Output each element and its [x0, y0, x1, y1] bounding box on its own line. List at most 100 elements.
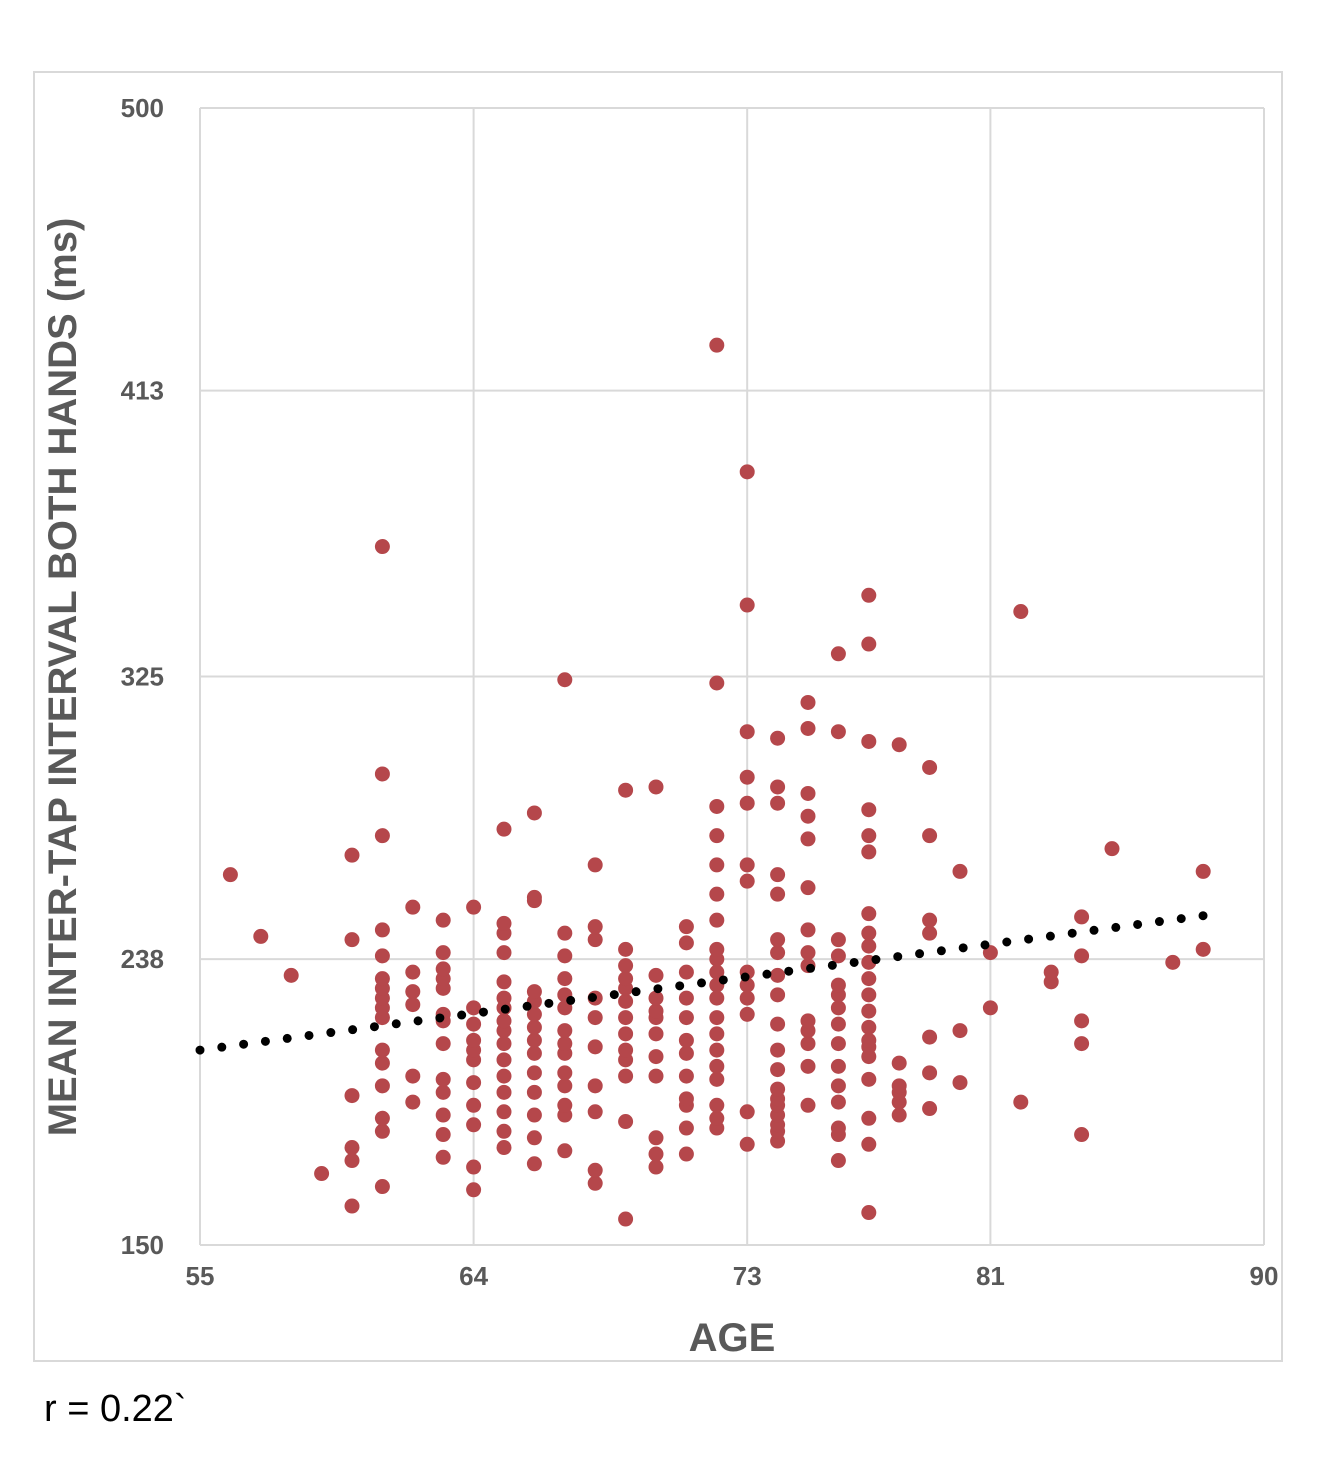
data-point: [739, 1104, 755, 1120]
data-point: [435, 1127, 451, 1143]
data-point: [557, 1065, 573, 1081]
data-point: [435, 912, 451, 928]
data-point: [648, 1068, 664, 1084]
data-point: [739, 873, 755, 889]
data-point: [678, 1146, 694, 1162]
data-point: [526, 1156, 542, 1172]
x-tick-label: 73: [733, 1261, 762, 1291]
data-point: [526, 1084, 542, 1100]
data-point: [861, 1019, 877, 1035]
data-point: [557, 948, 573, 964]
data-point: [709, 1010, 725, 1026]
data-point: [648, 1026, 664, 1042]
data-point: [739, 857, 755, 873]
x-axis-ticks: 55 64 73 81 90: [186, 1261, 1279, 1291]
data-point: [526, 1006, 542, 1022]
data-point: [739, 464, 755, 480]
y-tick-label: 150: [121, 1230, 164, 1260]
data-point: [830, 948, 846, 964]
data-point: [526, 1065, 542, 1081]
data-point: [496, 1052, 512, 1068]
x-axis-title: AGE: [689, 1316, 776, 1360]
data-point: [466, 1117, 482, 1133]
data-point: [861, 1205, 877, 1221]
data-point: [861, 925, 877, 941]
data-point: [770, 945, 786, 961]
data-point: [587, 1162, 603, 1178]
data-point: [618, 1026, 634, 1042]
data-point: [770, 779, 786, 795]
y-tick-label: 325: [121, 662, 164, 692]
data-point: [770, 867, 786, 883]
data-point: [709, 990, 725, 1006]
data-point: [1104, 841, 1120, 857]
data-point: [770, 1062, 786, 1078]
data-point: [618, 1114, 634, 1130]
data-point: [861, 1003, 877, 1019]
data-point: [770, 987, 786, 1003]
data-point: [922, 925, 938, 941]
data-point: [557, 672, 573, 688]
data-point: [952, 1023, 968, 1039]
y-tick-label: 238: [121, 944, 164, 974]
data-point: [587, 919, 603, 935]
data-point: [253, 928, 269, 944]
data-point: [435, 961, 451, 977]
data-point: [557, 1023, 573, 1039]
data-point: [1074, 1127, 1090, 1143]
data-point: [526, 1130, 542, 1146]
data-point: [344, 1088, 360, 1104]
data-point: [222, 867, 238, 883]
data-point: [861, 1032, 877, 1048]
scatter-chart: 55 64 73 81 90 500 413 325 238 150 AGE MEAN INTE…: [41, 93, 1279, 1360]
data-point: [466, 1016, 482, 1032]
data-point: [922, 1065, 938, 1081]
data-point: [861, 636, 877, 652]
data-point: [405, 997, 421, 1013]
data-point: [557, 971, 573, 987]
data-point: [1043, 964, 1059, 980]
data-point: [922, 1101, 938, 1117]
data-point: [557, 1143, 573, 1159]
data-point: [709, 964, 725, 980]
data-point: [1165, 954, 1181, 970]
data-point: [709, 1042, 725, 1058]
data-point: [891, 1078, 907, 1094]
data-point: [922, 1029, 938, 1045]
data-point: [830, 1094, 846, 1110]
data-point: [496, 945, 512, 961]
data-point: [648, 779, 664, 795]
data-point: [374, 766, 390, 782]
data-point: [557, 1036, 573, 1052]
data-point: [648, 1049, 664, 1065]
data-point: [587, 1104, 603, 1120]
data-point: [709, 1071, 725, 1087]
data-point: [709, 828, 725, 844]
data-point: [830, 724, 846, 740]
data-point: [435, 945, 451, 961]
data-point: [739, 724, 755, 740]
data-point: [709, 1097, 725, 1113]
data-point: [739, 1136, 755, 1152]
data-point: [830, 1036, 846, 1052]
data-point: [496, 1140, 512, 1156]
data-point: [770, 795, 786, 811]
data-point: [770, 1042, 786, 1058]
y-tick-label: 413: [121, 376, 164, 406]
data-point: [709, 1110, 725, 1126]
data-point: [739, 769, 755, 785]
data-point: [435, 1149, 451, 1165]
x-tick-label: 90: [1250, 1261, 1279, 1291]
data-point: [314, 1166, 330, 1182]
data-point: [678, 919, 694, 935]
data-point: [770, 730, 786, 746]
data-point: [861, 733, 877, 749]
data-point: [466, 899, 482, 915]
data-point: [587, 1078, 603, 1094]
data-point: [739, 795, 755, 811]
data-point: [526, 1107, 542, 1123]
data-point: [466, 1159, 482, 1175]
data-point: [739, 977, 755, 993]
data-point: [830, 1153, 846, 1169]
data-point: [618, 1042, 634, 1058]
